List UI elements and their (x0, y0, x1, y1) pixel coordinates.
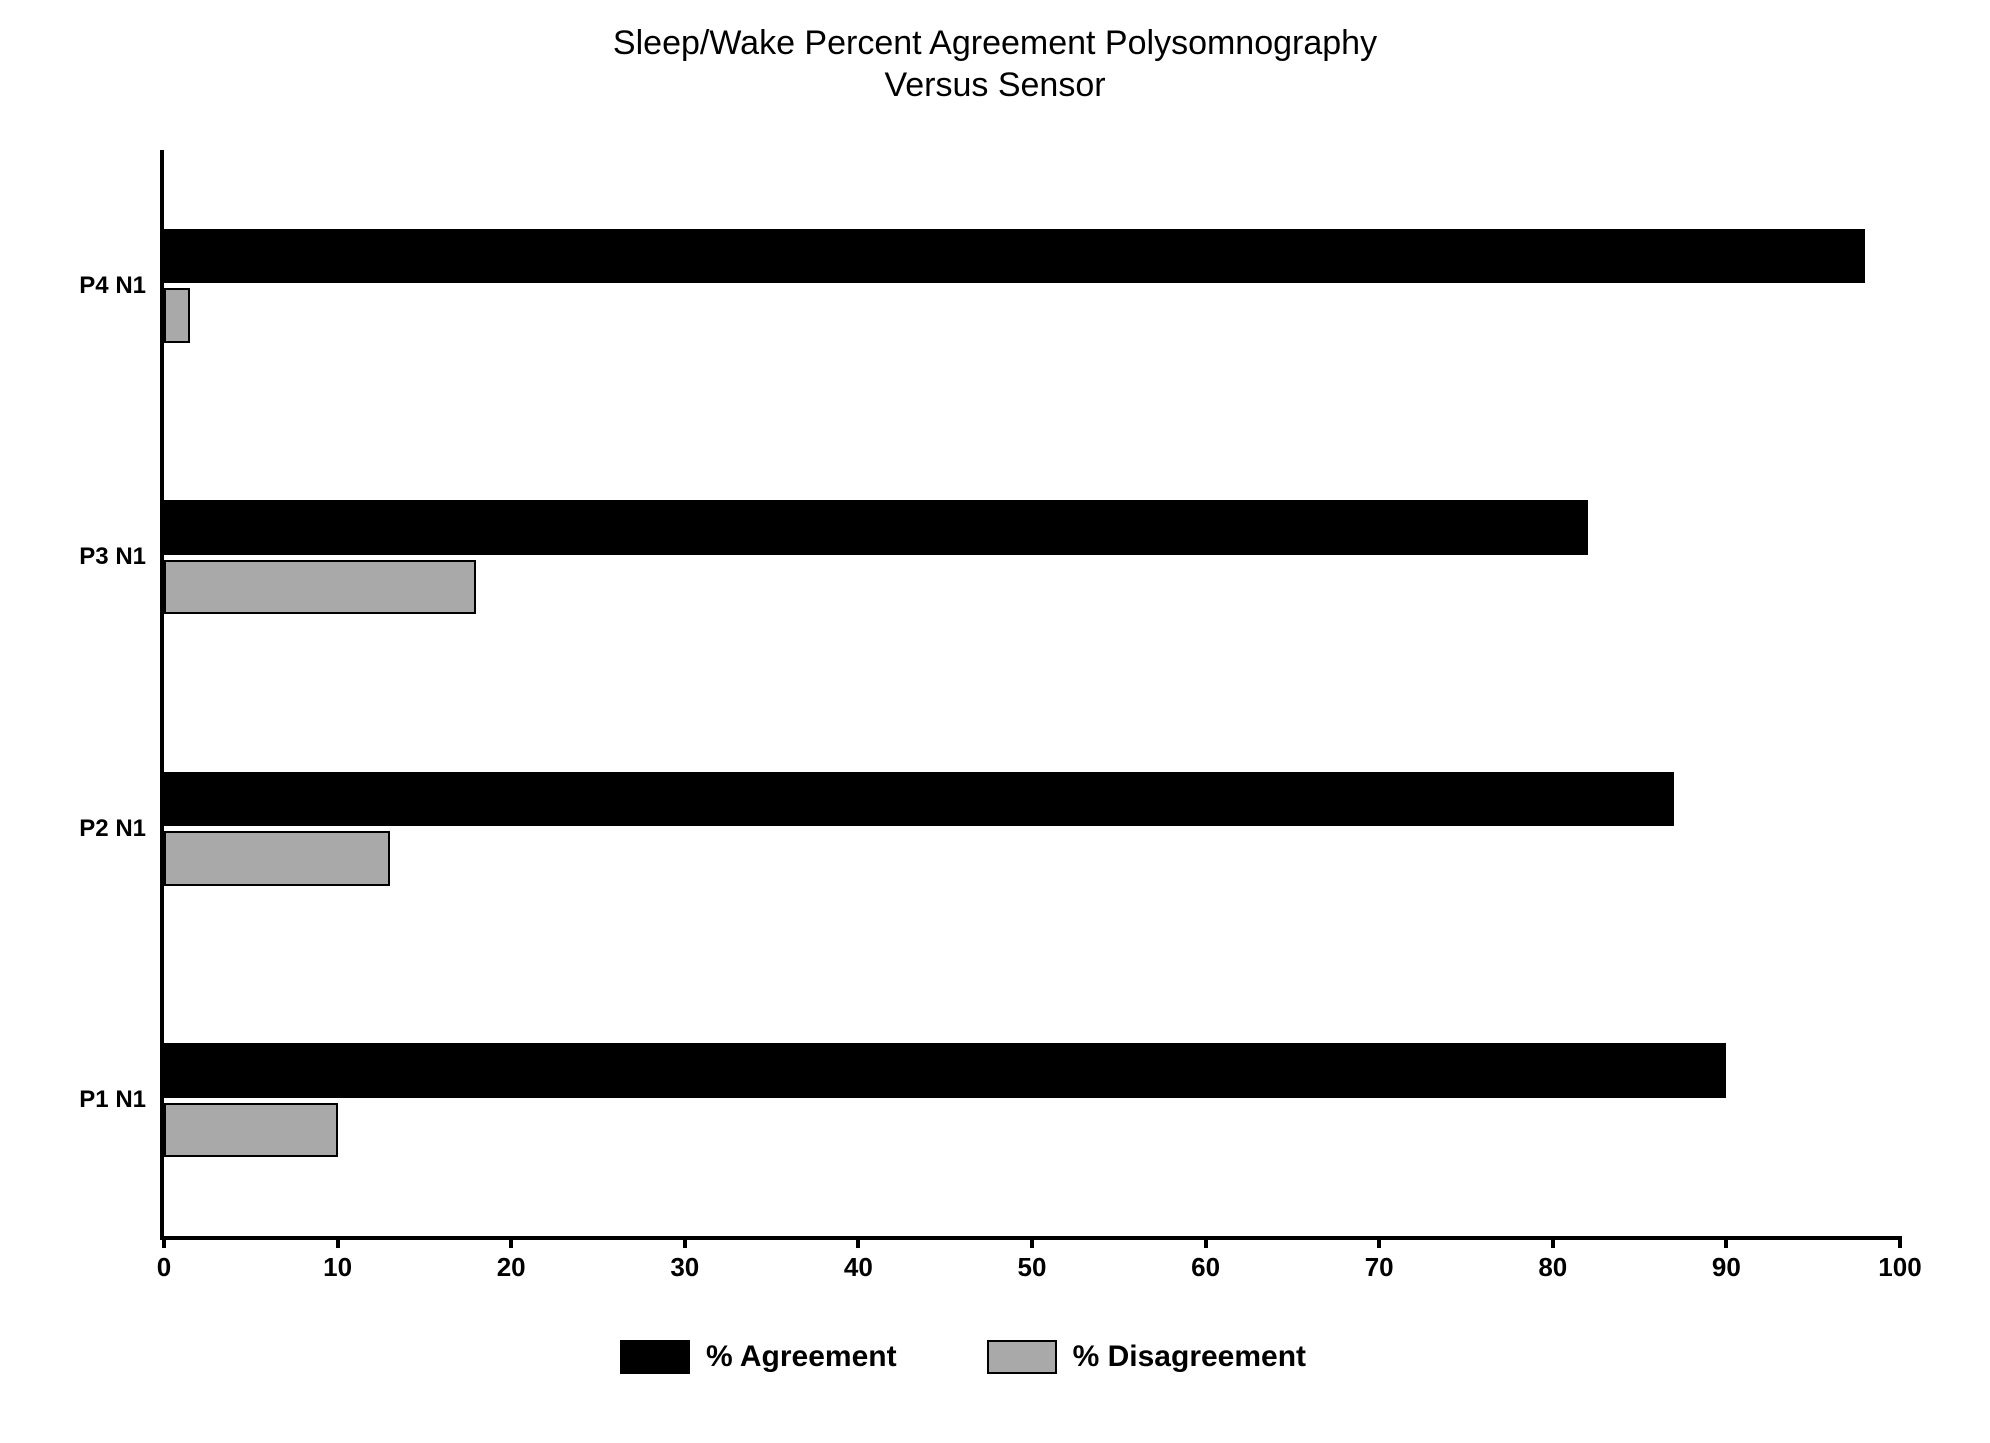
bar-disagreement (164, 560, 476, 615)
bar-disagreement (164, 288, 190, 343)
legend: % Agreement % Disagreement (620, 1340, 1306, 1374)
x-tick-label: 70 (1365, 1236, 1394, 1283)
x-tick-label: 80 (1538, 1236, 1567, 1283)
plot-area: 0102030405060708090100P4 N1P3 N1P2 N1P1 … (160, 150, 1900, 1240)
legend-swatch-disagreement (987, 1340, 1057, 1374)
category-group: P4 N1 (164, 229, 1900, 343)
legend-swatch-agreement (620, 1340, 690, 1374)
x-tick-label: 10 (323, 1236, 352, 1283)
chart-container: Sleep/Wake Percent Agreement Polysomnogr… (0, 0, 1990, 1443)
bar-disagreement (164, 831, 390, 886)
x-tick-label: 0 (157, 1236, 171, 1283)
legend-item-disagreement: % Disagreement (987, 1340, 1306, 1374)
y-axis-label: P2 N1 (79, 815, 164, 843)
x-tick-label: 30 (670, 1236, 699, 1283)
category-group: P3 N1 (164, 500, 1900, 614)
y-axis-label: P4 N1 (79, 272, 164, 300)
bar-agreement (164, 772, 1674, 827)
x-tick-label: 90 (1712, 1236, 1741, 1283)
chart-title-line2: Versus Sensor (0, 66, 1990, 105)
x-tick-label: 60 (1191, 1236, 1220, 1283)
x-tick-label: 20 (497, 1236, 526, 1283)
legend-item-agreement: % Agreement (620, 1340, 897, 1374)
y-axis-label: P1 N1 (79, 1086, 164, 1114)
x-tick-label: 40 (844, 1236, 873, 1283)
x-tick-label: 100 (1878, 1236, 1921, 1283)
legend-label-agreement: % Agreement (706, 1340, 897, 1374)
category-group: P1 N1 (164, 1043, 1900, 1157)
bar-agreement (164, 229, 1865, 284)
bar-agreement (164, 500, 1588, 555)
legend-label-disagreement: % Disagreement (1073, 1340, 1306, 1374)
category-group: P2 N1 (164, 772, 1900, 886)
bar-disagreement (164, 1103, 338, 1158)
y-axis-label: P3 N1 (79, 543, 164, 571)
bar-agreement (164, 1043, 1726, 1098)
chart-title-line1: Sleep/Wake Percent Agreement Polysomnogr… (0, 24, 1990, 63)
x-tick-label: 50 (1018, 1236, 1047, 1283)
